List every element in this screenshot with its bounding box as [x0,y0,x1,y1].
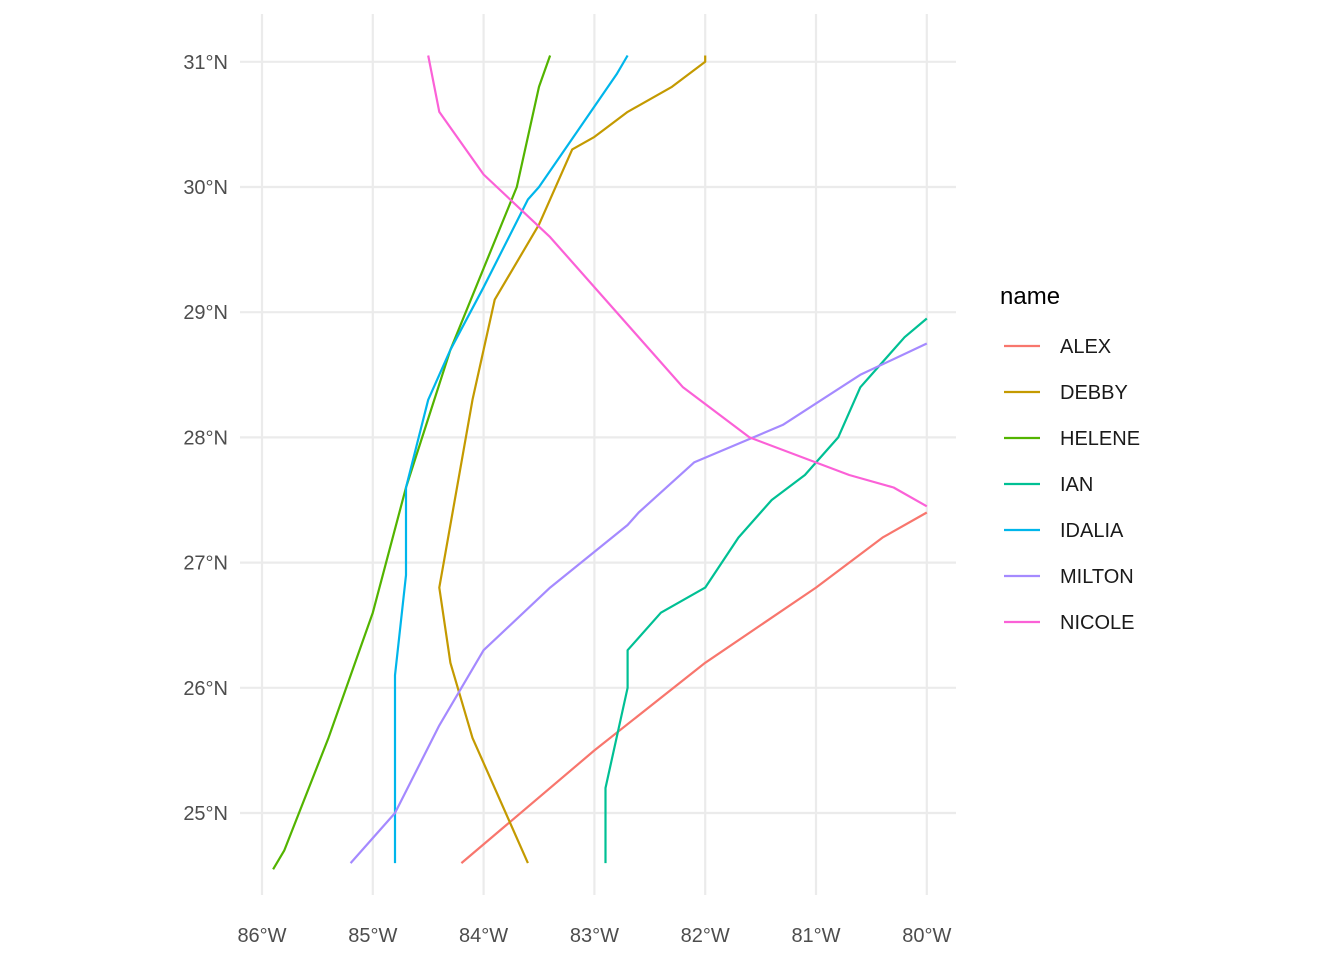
y-tick-label: 27°N [183,553,228,575]
track-line-idalia [393,54,629,864]
x-tick-label: 80°W [902,925,951,947]
y-tick-label: 30°N [183,177,228,199]
track-line-alex [460,511,928,864]
y-tick-label: 28°N [183,427,228,449]
legend-label-debby: DEBBY [1060,382,1128,404]
track-lines [272,54,928,870]
grid-lines [240,14,956,895]
legend-label-idalia: IDALIA [1060,520,1124,542]
legend-label-milton: MILTON [1060,566,1134,588]
legend-label-nicole: NICOLE [1060,612,1134,634]
x-tick-label: 86°W [237,925,286,947]
legend-title: name [1000,283,1060,310]
track-line-nicole [427,55,928,508]
x-tick-label: 81°W [791,925,840,947]
y-tick-label: 29°N [183,302,228,324]
track-line-milton [349,342,928,864]
x-axis-tick-labels: 86°W 85°W 84°W 83°W 82°W 81°W 80°W [237,925,951,947]
legend: name ALEX DEBBY HELENE IAN IDALIA MILTON NICOL… [1000,283,1140,634]
y-tick-label: 25°N [183,803,228,825]
x-tick-label: 83°W [570,925,619,947]
y-axis-tick-labels: 25°N 26°N 27°N 28°N 29°N 30°N 31°N [183,52,228,825]
track-line-ian [604,317,928,864]
legend-label-ian: IAN [1060,474,1093,496]
x-tick-label: 85°W [348,925,397,947]
x-tick-label: 84°W [459,925,508,947]
y-tick-label: 26°N [183,678,228,700]
track-line-debby [438,55,707,864]
legend-label-alex: ALEX [1060,336,1111,358]
legend-label-helene: HELENE [1060,428,1140,450]
y-tick-label: 31°N [183,52,228,74]
x-tick-label: 82°W [681,925,730,947]
